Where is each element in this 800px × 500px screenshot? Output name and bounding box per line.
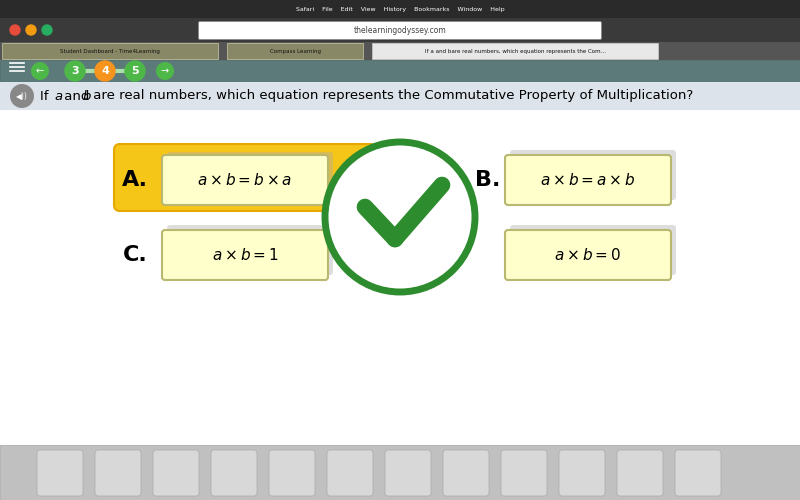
FancyBboxPatch shape: [617, 450, 663, 496]
Text: 4: 4: [101, 66, 109, 76]
Circle shape: [156, 62, 174, 80]
Text: If a and bare real numbers, which equation represents the Com...: If a and bare real numbers, which equati…: [425, 48, 606, 54]
FancyBboxPatch shape: [167, 225, 333, 275]
Text: C.: C.: [122, 245, 147, 265]
Text: $a \times b = a \times b$: $a \times b = a \times b$: [540, 172, 636, 188]
Circle shape: [26, 25, 36, 35]
FancyBboxPatch shape: [505, 155, 671, 205]
Text: b: b: [83, 90, 91, 102]
Text: 3: 3: [71, 66, 79, 76]
Text: $a \times b = 0$: $a \times b = 0$: [554, 247, 622, 263]
Circle shape: [31, 62, 49, 80]
FancyBboxPatch shape: [372, 43, 658, 59]
FancyBboxPatch shape: [559, 450, 605, 496]
FancyBboxPatch shape: [198, 22, 602, 40]
Text: →: →: [161, 66, 169, 76]
FancyBboxPatch shape: [37, 450, 83, 496]
FancyBboxPatch shape: [269, 450, 315, 496]
FancyBboxPatch shape: [675, 450, 721, 496]
Circle shape: [65, 61, 85, 81]
Circle shape: [10, 84, 34, 108]
FancyBboxPatch shape: [0, 18, 800, 42]
Circle shape: [95, 61, 115, 81]
Text: 5: 5: [131, 66, 139, 76]
FancyBboxPatch shape: [510, 225, 676, 275]
FancyBboxPatch shape: [385, 450, 431, 496]
FancyBboxPatch shape: [167, 152, 333, 202]
Text: Student Dashboard - Time4Learning: Student Dashboard - Time4Learning: [60, 48, 160, 54]
FancyBboxPatch shape: [0, 42, 800, 60]
Text: Safari    File    Edit    View    History    Bookmarks    Window    Help: Safari File Edit View History Bookmarks …: [296, 6, 504, 12]
Circle shape: [125, 61, 145, 81]
Text: and: and: [60, 90, 94, 102]
FancyBboxPatch shape: [443, 450, 489, 496]
Text: A.: A.: [122, 170, 148, 190]
Circle shape: [42, 25, 52, 35]
Text: ←: ←: [36, 66, 44, 76]
FancyBboxPatch shape: [0, 82, 800, 110]
FancyBboxPatch shape: [211, 450, 257, 496]
Text: a: a: [54, 90, 62, 102]
FancyBboxPatch shape: [327, 450, 373, 496]
FancyBboxPatch shape: [0, 445, 800, 500]
Text: thelearningodyssey.com: thelearningodyssey.com: [354, 26, 446, 35]
FancyBboxPatch shape: [162, 230, 328, 280]
Text: B.: B.: [475, 170, 501, 190]
Text: If: If: [40, 90, 53, 102]
Text: $a \times b = 1$: $a \times b = 1$: [212, 247, 278, 263]
FancyBboxPatch shape: [95, 450, 141, 496]
FancyBboxPatch shape: [0, 60, 800, 82]
FancyBboxPatch shape: [162, 155, 328, 205]
FancyBboxPatch shape: [501, 450, 547, 496]
FancyBboxPatch shape: [510, 150, 676, 200]
Text: are real numbers, which equation represents the Commutative Property of Multipli: are real numbers, which equation represe…: [89, 90, 694, 102]
Circle shape: [10, 25, 20, 35]
FancyBboxPatch shape: [2, 43, 218, 59]
FancyBboxPatch shape: [505, 230, 671, 280]
Text: ◀)): ◀)): [16, 92, 28, 100]
FancyBboxPatch shape: [0, 110, 800, 445]
FancyBboxPatch shape: [114, 144, 376, 211]
FancyBboxPatch shape: [227, 43, 363, 59]
Text: $a \times b = b \times a$: $a \times b = b \times a$: [198, 172, 293, 188]
FancyBboxPatch shape: [0, 0, 800, 18]
Text: Compass Learning: Compass Learning: [270, 48, 321, 54]
Circle shape: [325, 142, 475, 292]
FancyBboxPatch shape: [153, 450, 199, 496]
